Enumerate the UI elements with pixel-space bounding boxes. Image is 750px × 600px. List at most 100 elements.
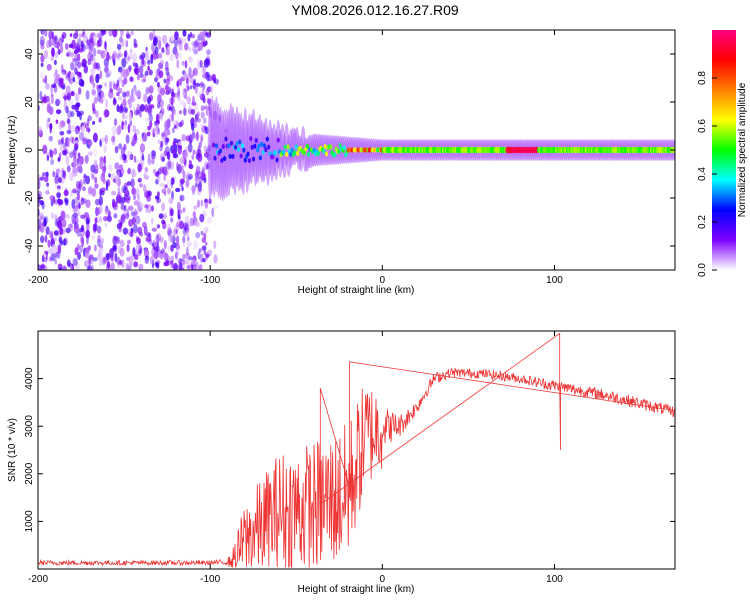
heat-cell bbox=[125, 33, 131, 39]
heat-cell bbox=[177, 93, 181, 102]
heat-cell bbox=[62, 149, 67, 156]
heat-cell bbox=[120, 204, 126, 211]
heat-cell bbox=[93, 147, 98, 158]
heat-cell bbox=[179, 157, 185, 165]
heat-cell bbox=[170, 160, 174, 171]
heat-cell bbox=[229, 140, 234, 146]
heat-cell bbox=[302, 150, 307, 156]
heat-cell bbox=[132, 96, 136, 103]
heat-cell bbox=[159, 250, 164, 260]
heat-cell bbox=[50, 56, 54, 61]
heat-cell bbox=[118, 76, 122, 82]
heat-cell bbox=[157, 94, 162, 104]
heat-cell bbox=[338, 143, 342, 148]
heat-cell bbox=[55, 109, 62, 115]
heat-cell bbox=[249, 136, 253, 142]
heat-cell bbox=[204, 226, 209, 234]
heat-cell bbox=[323, 144, 327, 149]
heat-cell bbox=[260, 141, 264, 147]
heat-cell bbox=[61, 32, 67, 39]
heat-cell bbox=[114, 175, 120, 185]
heat-cell bbox=[155, 132, 158, 138]
heat-cell bbox=[85, 199, 91, 208]
heat-cell bbox=[174, 38, 178, 48]
heat-cell bbox=[101, 30, 107, 35]
heat-cell bbox=[167, 128, 171, 136]
heat-cell bbox=[80, 79, 85, 87]
heat-cell bbox=[85, 90, 90, 100]
heat-cell bbox=[200, 94, 203, 100]
heat-cell bbox=[133, 208, 138, 218]
heat-cell bbox=[186, 241, 192, 247]
heat-cell bbox=[53, 73, 57, 78]
heat-cell bbox=[177, 91, 181, 101]
heat-cell bbox=[38, 212, 44, 221]
snr-x-axis: -200 -100 0 100 bbox=[28, 331, 563, 585]
heat-cell bbox=[151, 217, 154, 225]
heat-cell bbox=[46, 171, 49, 178]
heat-cell bbox=[202, 73, 207, 79]
heat-cell bbox=[138, 263, 144, 270]
heat-cell bbox=[133, 155, 137, 163]
heat-cell bbox=[161, 202, 166, 212]
heat-cell bbox=[57, 187, 61, 194]
heat-cell bbox=[182, 30, 187, 37]
heat-cell bbox=[66, 110, 73, 118]
heat-cell bbox=[121, 100, 127, 108]
heat-cell bbox=[107, 211, 112, 216]
heat-cell bbox=[42, 96, 48, 104]
heat-cell bbox=[166, 46, 171, 51]
heat-cell bbox=[157, 139, 161, 145]
snr-y-axis: 1000 2000 3000 4000 bbox=[24, 367, 675, 533]
heat-cell bbox=[133, 223, 138, 234]
heat-cell bbox=[156, 198, 162, 203]
heat-cell bbox=[58, 237, 63, 244]
heat-cell bbox=[161, 34, 168, 45]
heat-cell bbox=[109, 80, 113, 91]
heat-cell bbox=[141, 132, 144, 138]
heat-cell bbox=[139, 202, 144, 208]
heat-cell bbox=[172, 119, 177, 126]
heat-cell bbox=[136, 237, 141, 245]
heat-cell bbox=[285, 151, 289, 157]
heat-cell bbox=[90, 164, 96, 173]
heat-cell bbox=[175, 235, 180, 245]
heat-cell bbox=[72, 258, 78, 266]
heat-cell bbox=[66, 142, 71, 148]
heat-cell bbox=[48, 248, 53, 255]
y-tick-label: 40 bbox=[24, 48, 35, 60]
heat-cell bbox=[120, 38, 125, 48]
heat-cell bbox=[55, 119, 59, 124]
heat-cell bbox=[120, 213, 126, 224]
heat-cell bbox=[175, 50, 179, 60]
heat-cell bbox=[148, 85, 154, 94]
heat-cell bbox=[147, 204, 152, 214]
heat-cell bbox=[58, 152, 62, 158]
y-tick-label: 3000 bbox=[24, 415, 35, 438]
heat-cell bbox=[129, 76, 133, 82]
heat-cell bbox=[53, 236, 57, 242]
heat-cell bbox=[139, 143, 146, 153]
heat-cell bbox=[258, 155, 262, 161]
heat-cell bbox=[160, 87, 166, 96]
heat-cell bbox=[198, 181, 202, 188]
heat-cell bbox=[57, 80, 61, 86]
heat-cell bbox=[137, 194, 140, 200]
heat-cell bbox=[67, 137, 71, 142]
heat-cell bbox=[231, 154, 235, 159]
heat-cell bbox=[48, 30, 53, 40]
heat-cell bbox=[131, 53, 137, 63]
heat-cell bbox=[188, 256, 193, 261]
heat-cell bbox=[205, 88, 210, 96]
heat-cell bbox=[65, 85, 71, 96]
heat-cell bbox=[84, 154, 89, 164]
heat-cell bbox=[85, 123, 89, 130]
heat-cell bbox=[178, 220, 184, 230]
heat-cell bbox=[181, 186, 184, 192]
heat-cell bbox=[133, 38, 137, 47]
heat-cell bbox=[168, 233, 172, 242]
heat-cell bbox=[163, 191, 167, 197]
heat-cell bbox=[250, 144, 254, 150]
heat-cell bbox=[181, 134, 186, 142]
